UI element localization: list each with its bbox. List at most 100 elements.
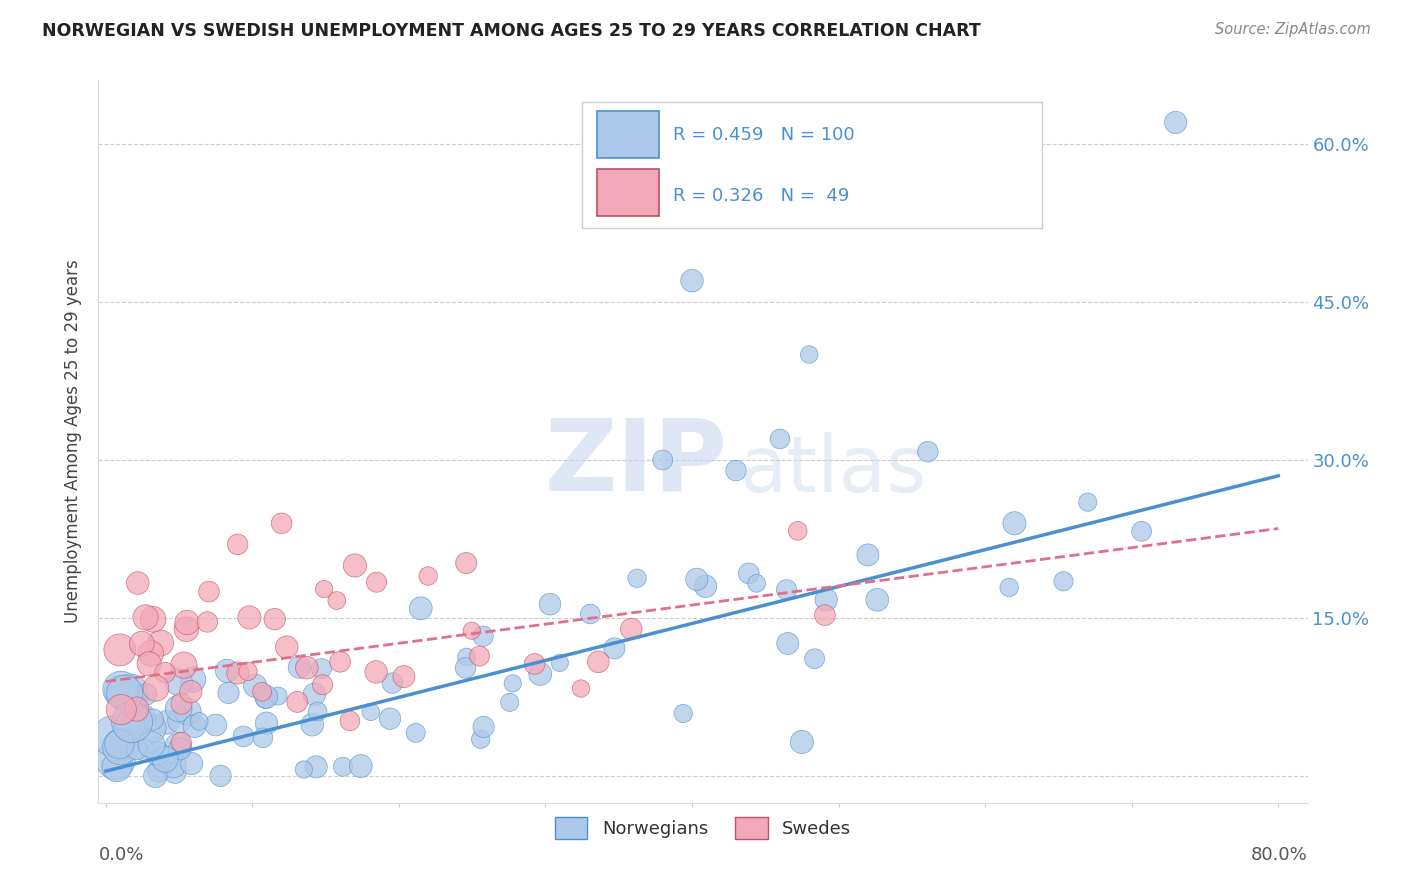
- Text: R = 0.459   N = 100: R = 0.459 N = 100: [673, 126, 855, 145]
- Point: [169, 741, 191, 756]
- Point: [815, 592, 838, 607]
- Point: [1130, 524, 1153, 539]
- Point: [127, 576, 149, 591]
- Point: [110, 739, 132, 754]
- Point: [238, 610, 260, 624]
- Point: [226, 537, 249, 551]
- Text: NORWEGIAN VS SWEDISH UNEMPLOYMENT AMONG AGES 25 TO 29 YEARS CORRELATION CHART: NORWEGIAN VS SWEDISH UNEMPLOYMENT AMONG …: [42, 22, 981, 40]
- Point: [769, 432, 792, 446]
- Point: [252, 731, 274, 745]
- Text: R = 0.326   N =  49: R = 0.326 N = 49: [673, 187, 849, 205]
- Point: [232, 730, 254, 744]
- Point: [790, 735, 813, 749]
- Point: [180, 756, 202, 771]
- Point: [141, 721, 163, 735]
- Point: [579, 607, 602, 621]
- Point: [148, 764, 170, 778]
- Point: [672, 706, 695, 721]
- Point: [181, 673, 204, 687]
- Point: [301, 717, 323, 731]
- Point: [173, 658, 195, 673]
- Point: [304, 687, 326, 701]
- Point: [250, 685, 273, 699]
- Point: [149, 636, 172, 650]
- Point: [156, 715, 179, 730]
- Point: [339, 714, 361, 728]
- Text: ZIP: ZIP: [544, 415, 727, 512]
- Point: [198, 584, 221, 599]
- Point: [350, 759, 373, 773]
- Point: [110, 682, 132, 697]
- Point: [418, 569, 440, 583]
- Point: [1052, 574, 1074, 589]
- FancyBboxPatch shape: [596, 169, 659, 216]
- Point: [169, 714, 191, 728]
- Point: [167, 739, 190, 754]
- Point: [153, 665, 176, 680]
- Point: [121, 714, 143, 729]
- Point: [270, 516, 292, 531]
- Point: [329, 655, 352, 669]
- FancyBboxPatch shape: [596, 112, 659, 158]
- Point: [866, 592, 889, 607]
- Point: [472, 629, 495, 643]
- Point: [135, 610, 157, 624]
- Point: [775, 582, 797, 597]
- Text: 80.0%: 80.0%: [1251, 847, 1308, 864]
- Point: [139, 646, 162, 660]
- Point: [197, 615, 219, 629]
- Point: [236, 665, 259, 679]
- Point: [332, 760, 354, 774]
- Point: [745, 576, 768, 591]
- Point: [405, 726, 427, 740]
- Y-axis label: Unemployment Among Ages 25 to 29 years: Unemployment Among Ages 25 to 29 years: [65, 260, 83, 624]
- Point: [651, 178, 673, 193]
- Point: [167, 675, 190, 690]
- Point: [686, 572, 709, 586]
- Text: Source: ZipAtlas.com: Source: ZipAtlas.com: [1215, 22, 1371, 37]
- FancyBboxPatch shape: [582, 102, 1042, 228]
- Text: 0.0%: 0.0%: [98, 847, 143, 864]
- Point: [108, 643, 131, 657]
- Point: [1004, 516, 1026, 531]
- Point: [856, 548, 879, 562]
- Point: [105, 760, 128, 774]
- Point: [472, 720, 495, 734]
- Point: [226, 666, 249, 681]
- Point: [364, 665, 387, 679]
- Point: [295, 661, 318, 675]
- Point: [461, 624, 484, 638]
- Point: [108, 737, 131, 751]
- Point: [162, 757, 184, 772]
- Point: [409, 601, 432, 615]
- Point: [153, 752, 176, 766]
- Point: [381, 676, 404, 690]
- Point: [110, 703, 132, 717]
- Point: [276, 640, 298, 654]
- Point: [177, 705, 200, 719]
- Point: [188, 714, 211, 729]
- Point: [786, 524, 808, 538]
- Point: [142, 612, 165, 626]
- Point: [110, 684, 132, 698]
- Point: [360, 705, 382, 719]
- Point: [998, 581, 1021, 595]
- Point: [120, 718, 142, 732]
- Point: [326, 593, 349, 607]
- Point: [134, 743, 156, 757]
- Point: [125, 690, 148, 704]
- Point: [146, 747, 169, 761]
- Point: [167, 701, 190, 715]
- Point: [468, 649, 491, 664]
- Point: [103, 729, 125, 743]
- Point: [170, 735, 193, 749]
- Point: [183, 719, 205, 733]
- Point: [267, 689, 290, 703]
- Point: [456, 650, 478, 665]
- Point: [1077, 495, 1099, 509]
- Point: [176, 615, 198, 630]
- Point: [681, 274, 703, 288]
- Point: [215, 664, 238, 678]
- Point: [548, 656, 571, 670]
- Point: [538, 597, 561, 611]
